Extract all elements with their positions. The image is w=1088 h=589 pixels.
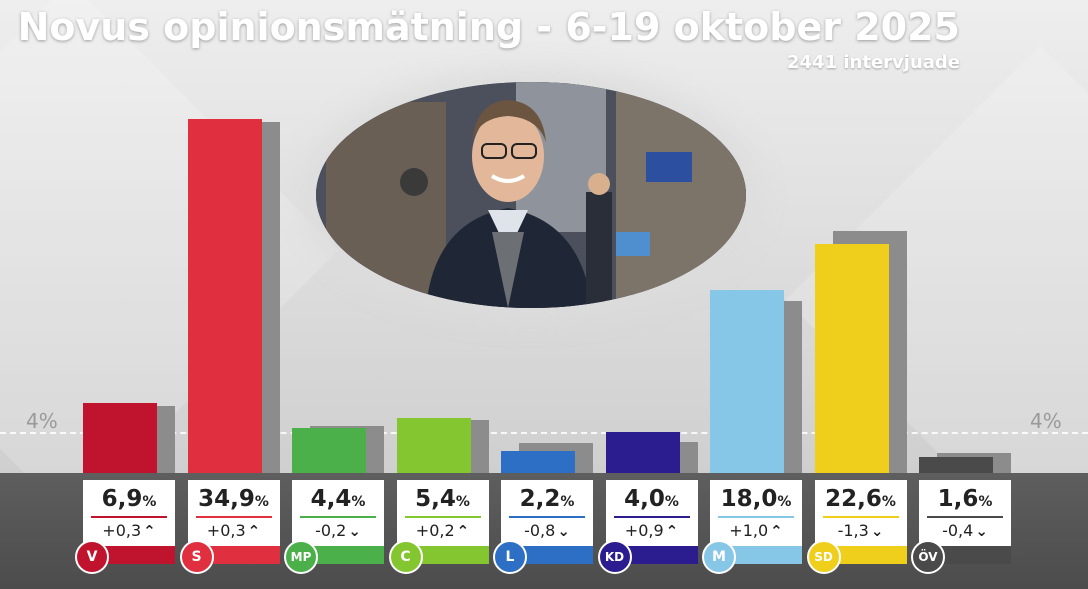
- bar-kd: [605, 432, 680, 473]
- percent-sign: %: [351, 494, 366, 510]
- party-badge-c: C: [388, 540, 423, 574]
- party-badge-m: M: [702, 540, 736, 574]
- separator-line: [195, 516, 272, 518]
- value-card-kd: 4,0% +0,9 ⌃: [605, 480, 698, 564]
- party-badge-s: S: [179, 540, 214, 574]
- value-card-mp: 4,4% -0,2 ⌄: [292, 480, 384, 564]
- bar-v: [83, 403, 157, 473]
- change-label-c: +0,2 ⌃: [397, 520, 489, 542]
- change-label-sd: -1,3 ⌄: [815, 520, 907, 542]
- chevron-up-icon: ⌃: [665, 522, 679, 540]
- value-label-c: 5,4%: [397, 484, 489, 517]
- change-value-s: +0,3: [206, 521, 246, 540]
- value-number-öv: 1,6: [937, 486, 979, 512]
- threshold-label-left: 4%: [26, 409, 58, 433]
- change-label-m: +1,0 ⌃: [710, 520, 802, 542]
- chevron-up-icon: ⌃: [456, 522, 470, 540]
- separator-line: [718, 516, 794, 518]
- bar-sd: [814, 243, 889, 473]
- chevron-up-icon: ⌃: [247, 522, 261, 540]
- separator-line: [300, 516, 376, 518]
- separator-line: [613, 516, 690, 518]
- value-number-mp: 4,4: [310, 486, 352, 512]
- percent-sign: %: [254, 494, 269, 510]
- separator-line: [927, 516, 1003, 518]
- change-label-öv: -0,4 ⌄: [919, 520, 1011, 542]
- party-badge-mp: MP: [284, 540, 318, 574]
- party-badge-öv: ÖV: [911, 540, 945, 574]
- bar-öv: [919, 456, 993, 473]
- value-number-c: 5,4: [415, 486, 456, 512]
- chevron-down-icon: ⌄: [870, 522, 884, 540]
- value-label-s: 34,9%: [188, 484, 280, 517]
- percent-sign: %: [560, 494, 575, 510]
- chart-title: Novus opinionsmätning - 6-19 oktober 202…: [17, 5, 960, 49]
- change-label-mp: -0,2 ⌄: [292, 520, 384, 542]
- change-value-c: +0,2: [415, 521, 455, 540]
- value-number-l: 2,2: [519, 486, 561, 512]
- bar-l: [501, 450, 575, 473]
- change-label-l: -0,8 ⌄: [501, 520, 593, 542]
- value-label-öv: 1,6%: [919, 484, 1011, 517]
- change-value-l: -0,8: [524, 521, 556, 540]
- separator-line: [404, 516, 481, 518]
- percent-sign: %: [455, 494, 470, 510]
- bar-mp: [292, 428, 366, 473]
- value-number-m: 18,0: [720, 486, 778, 512]
- chevron-down-icon: ⌄: [975, 522, 988, 540]
- value-card-s: 34,9% +0,3 ⌃: [187, 480, 280, 564]
- change-value-m: +1,0: [729, 521, 769, 540]
- separator-line: [91, 516, 167, 518]
- change-label-s: +0,3 ⌃: [188, 520, 280, 542]
- percent-sign: %: [777, 494, 792, 510]
- threshold-line: [0, 432, 1088, 435]
- value-number-sd: 22,6: [825, 486, 882, 512]
- percent-sign: %: [978, 494, 993, 510]
- value-number-s: 34,9: [198, 486, 255, 512]
- change-value-v: +0,3: [102, 521, 142, 540]
- value-number-kd: 4,0: [624, 486, 665, 512]
- change-value-öv: -0,4: [942, 521, 974, 540]
- party-badge-v: V: [75, 540, 109, 574]
- change-label-kd: +0,9 ⌃: [606, 520, 698, 542]
- percent-sign: %: [142, 494, 157, 510]
- change-value-mp: -0,2: [315, 521, 347, 540]
- percent-sign: %: [881, 494, 896, 510]
- bar-m: [710, 290, 784, 473]
- politician-photo: [316, 82, 746, 308]
- value-card-sd: 22,6% -1,3 ⌄: [814, 480, 907, 564]
- chevron-down-icon: ⌄: [348, 522, 361, 540]
- percent-sign: %: [664, 494, 679, 510]
- value-label-mp: 4,4%: [292, 484, 384, 517]
- chart-subtitle: 2441 intervjuade: [787, 52, 960, 73]
- value-label-sd: 22,6%: [815, 484, 907, 517]
- bar-c: [396, 418, 471, 473]
- party-badge-sd: SD: [806, 540, 841, 574]
- chevron-down-icon: ⌄: [557, 522, 570, 540]
- value-label-kd: 4,0%: [606, 484, 698, 517]
- party-badge-kd: KD: [597, 540, 632, 574]
- value-label-v: 6,9%: [83, 484, 175, 517]
- chevron-up-icon: ⌃: [143, 522, 156, 540]
- change-label-v: +0,3 ⌃: [83, 520, 175, 542]
- threshold-label-right: 4%: [1030, 409, 1062, 433]
- change-value-sd: -1,3: [837, 521, 869, 540]
- separator-line: [822, 516, 899, 518]
- value-number-v: 6,9: [101, 486, 143, 512]
- value-label-m: 18,0%: [710, 484, 802, 517]
- party-badge-l: L: [493, 540, 527, 574]
- bar-s: [187, 119, 262, 473]
- value-label-l: 2,2%: [501, 484, 593, 517]
- change-value-kd: +0,9: [624, 521, 664, 540]
- chevron-up-icon: ⌃: [770, 522, 783, 540]
- separator-line: [509, 516, 585, 518]
